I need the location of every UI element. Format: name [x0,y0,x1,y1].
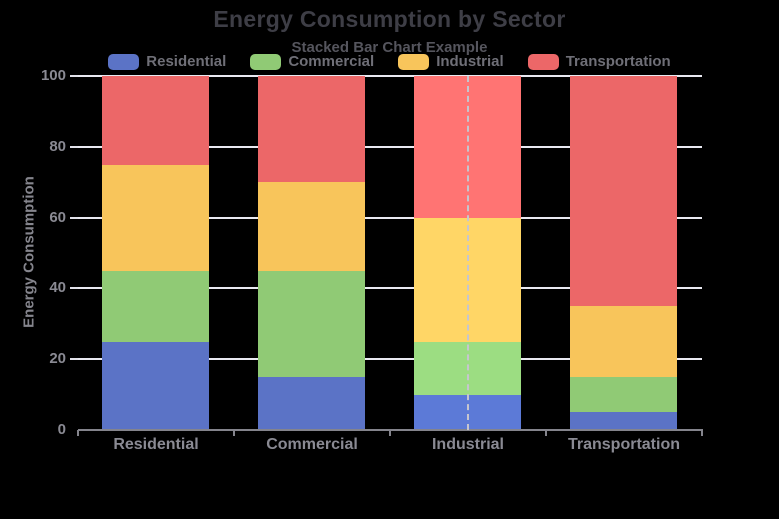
gridline-20 [78,358,702,360]
y-tick-mark [70,217,78,219]
legend-item-commercial[interactable]: Commercial [250,53,374,70]
y-tick-label-60: 60 [49,209,66,226]
y-tick-mark [70,358,78,360]
bar-segment-industrial-transportation[interactable] [570,306,677,377]
x-tick-label-commercial: Commercial [266,436,358,453]
bar-segment-commercial-transportation[interactable] [570,376,677,413]
gridline-40 [78,287,702,289]
x-tick-label-transportation: Transportation [567,436,680,453]
x-tick-label-industrial: Industrial [431,436,504,453]
x-tick-mark [389,430,391,436]
legend-item-transportation[interactable]: Transportation [527,53,671,70]
legend-swatch-transportation-icon [527,53,559,70]
gridline-60 [78,217,702,219]
x-tick-mark [545,430,547,436]
legend-swatch-residential-icon [108,53,140,70]
chart-subtitle: Stacked Bar Chart Example [291,39,488,56]
x-tick-mark [77,430,79,436]
y-tick-label-40: 40 [49,279,66,296]
bar-segment-commercial-commercial[interactable] [258,270,365,377]
bar-segment-transportation-transportation[interactable] [570,76,677,307]
legend-item-industrial[interactable]: Industrial [398,53,504,70]
y-axis-title: Energy Consumption [20,176,38,328]
legend: Residential Commercial Industrial Transp… [0,53,779,70]
bar-segment-residential-residential[interactable] [102,341,209,430]
legend-label: Residential [146,53,227,70]
y-tick-label-20: 20 [49,350,66,367]
bar-segment-transportation-commercial[interactable] [258,76,365,183]
legend-swatch-commercial-icon [250,53,282,70]
bar-segment-industrial-commercial[interactable] [258,182,365,271]
bar-group [258,76,365,430]
y-tick-label-0: 0 [57,421,66,438]
bar-segment-residential-transportation[interactable] [570,412,677,430]
y-tick-mark [70,75,78,77]
y-tick-label-80: 80 [49,138,66,155]
y-tick-mark [70,287,78,289]
x-tick-mark [233,430,235,436]
chart-title: Energy Consumption by Sector [213,6,566,32]
bar-segment-residential-commercial[interactable] [258,376,365,430]
y-tick-mark [70,146,78,148]
x-tick-mark [701,430,703,436]
bar-group [570,76,677,430]
legend-label: Transportation [565,53,671,70]
x-tick-label-residential: Residential [113,436,199,453]
legend-label: Commercial [288,53,375,70]
bar-segment-commercial-residential[interactable] [102,270,209,342]
gridline-80 [78,146,702,148]
bar-group [102,76,209,430]
legend-label: Industrial [436,53,504,70]
bar-segment-transportation-residential[interactable] [102,76,209,165]
bar-segment-industrial-residential[interactable] [102,164,209,271]
legend-item-residential[interactable]: Residential [108,53,226,70]
legend-swatch-industrial-icon [398,53,430,70]
hover-crosshair-line [467,76,469,430]
plot-area [70,75,702,430]
gridline-100 [78,75,702,77]
y-tick-label-100: 100 [40,67,66,84]
